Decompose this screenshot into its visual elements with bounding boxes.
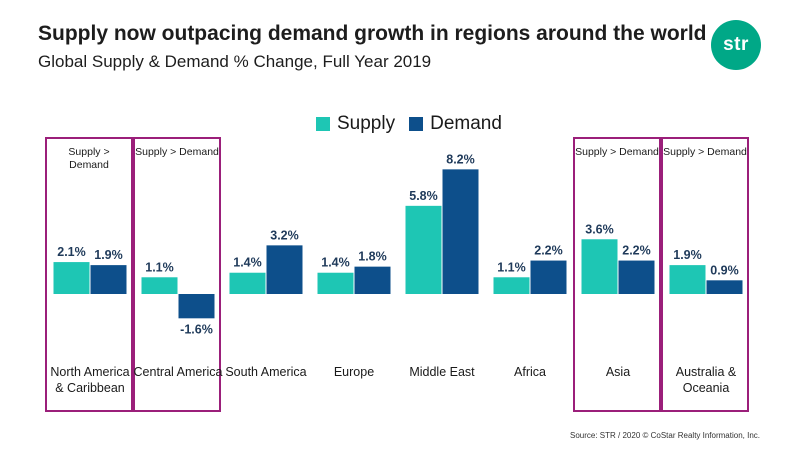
data-label-supply: 1.1% (145, 260, 174, 274)
highlight-note: Supply > Demand (663, 146, 747, 158)
data-label-demand: 8.2% (446, 152, 475, 166)
logo-text: str (723, 34, 749, 55)
category-label: Africa (514, 365, 546, 379)
data-label-demand: 0.9% (710, 263, 739, 277)
highlight-note: Demand (69, 159, 109, 171)
category-label: Europe (334, 365, 374, 379)
bar-supply (53, 262, 90, 294)
chart-legend: Supply Demand (316, 113, 516, 135)
bar-demand (706, 280, 743, 294)
legend-item-demand: Demand (409, 113, 502, 135)
bar-demand (530, 260, 567, 294)
data-label-demand: -1.6% (180, 322, 213, 336)
category-label: Australia & (676, 365, 737, 379)
highlight-note: Supply > Demand (135, 146, 219, 158)
source-note: Source: STR / 2020 © CoStar Realty Infor… (570, 431, 760, 440)
category-label: North America (50, 365, 129, 379)
data-label-supply: 2.1% (57, 245, 86, 259)
category-label: South America (225, 365, 306, 379)
data-label-supply: 1.4% (233, 256, 262, 270)
bar-demand (266, 245, 303, 294)
chart-title: Supply now outpacing demand growth in re… (38, 22, 707, 45)
bar-demand (618, 260, 655, 294)
bar-supply (317, 272, 354, 294)
legend-swatch-supply (316, 117, 330, 131)
legend-label-demand: Demand (430, 113, 502, 134)
highlight-note: Supply > Demand (575, 146, 659, 158)
data-label-demand: 2.2% (534, 244, 563, 258)
highlight-box (573, 137, 661, 412)
bar-supply (405, 205, 442, 294)
data-label-demand: 2.2% (622, 244, 651, 258)
highlight-box (661, 137, 749, 412)
bar-demand (442, 169, 479, 294)
category-label: Central America (134, 365, 223, 379)
bar-demand (178, 294, 215, 319)
category-label: Middle East (409, 365, 475, 379)
data-label-demand: 1.8% (358, 250, 387, 264)
bar-demand (354, 266, 391, 294)
legend-swatch-demand (409, 117, 424, 131)
bar-supply (229, 272, 266, 294)
data-label-supply: 1.1% (497, 260, 526, 274)
highlight-box (133, 137, 221, 412)
bar-supply (493, 277, 530, 294)
str-logo: str (711, 20, 761, 70)
data-label-demand: 1.9% (94, 248, 123, 262)
data-label-supply: 1.4% (321, 256, 350, 270)
data-label-supply: 5.8% (409, 189, 438, 203)
bar-supply (141, 277, 178, 294)
bar-demand (90, 265, 127, 294)
category-label: Oceania (683, 381, 730, 395)
bar-supply (669, 265, 706, 294)
data-label-supply: 1.9% (673, 248, 702, 262)
chart-subtitle: Global Supply & Demand % Change, Full Ye… (38, 52, 432, 71)
highlight-note: Supply > (68, 146, 109, 158)
legend-item-supply: Supply (316, 113, 395, 135)
category-label: Asia (606, 365, 630, 379)
category-label: & Caribbean (55, 381, 125, 395)
legend-label-supply: Supply (337, 113, 396, 134)
bar-supply (581, 239, 618, 294)
data-label-supply: 3.6% (585, 222, 614, 236)
data-label-demand: 3.2% (270, 228, 299, 242)
highlight-box (45, 137, 133, 412)
